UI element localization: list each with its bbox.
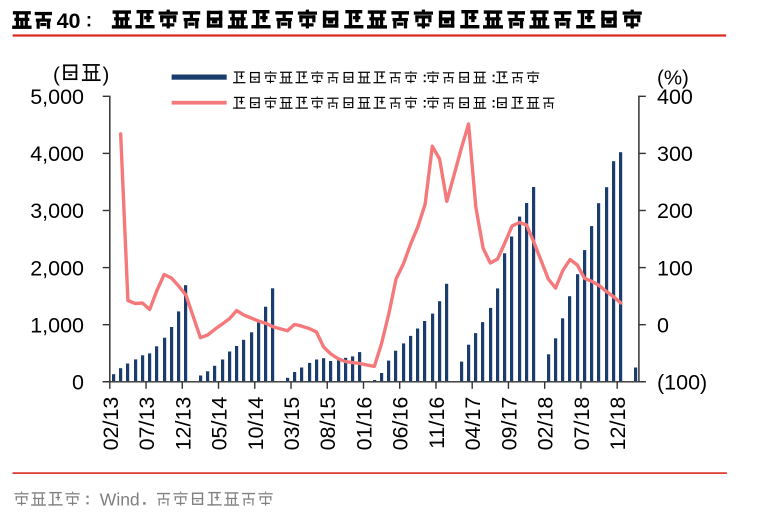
svg-text:0: 0 bbox=[657, 313, 669, 337]
svg-text:): ) bbox=[103, 64, 110, 87]
svg-text:5,000: 5,000 bbox=[30, 85, 84, 109]
svg-text:10/14: 10/14 bbox=[244, 397, 268, 451]
svg-text:(: ( bbox=[53, 64, 60, 87]
svg-text:(%): (%) bbox=[657, 67, 689, 90]
svg-text:02/18: 02/18 bbox=[534, 397, 558, 451]
svg-text:2,000: 2,000 bbox=[30, 256, 84, 280]
svg-text:04/17: 04/17 bbox=[461, 397, 485, 451]
svg-text:100: 100 bbox=[657, 256, 693, 280]
svg-text:11/16: 11/16 bbox=[425, 397, 449, 449]
svg-text:09/17: 09/17 bbox=[497, 397, 521, 451]
svg-text:12/18: 12/18 bbox=[606, 397, 630, 451]
svg-text:200: 200 bbox=[657, 199, 693, 223]
svg-text:08/15: 08/15 bbox=[316, 397, 340, 451]
svg-text:05/14: 05/14 bbox=[208, 397, 232, 451]
svg-text:07/18: 07/18 bbox=[570, 397, 594, 451]
svg-text:40: 40 bbox=[57, 9, 81, 33]
svg-text:400: 400 bbox=[657, 85, 693, 109]
svg-text:02/13: 02/13 bbox=[99, 397, 123, 451]
svg-text:300: 300 bbox=[657, 142, 693, 166]
svg-text:12/13: 12/13 bbox=[171, 397, 195, 451]
svg-text:4,000: 4,000 bbox=[30, 142, 84, 166]
svg-text:07/13: 07/13 bbox=[135, 397, 159, 451]
svg-text:(100): (100) bbox=[657, 371, 707, 395]
svg-text:Wind: Wind bbox=[100, 490, 140, 510]
svg-text:01/16: 01/16 bbox=[353, 397, 377, 451]
svg-text:03/15: 03/15 bbox=[280, 397, 304, 451]
svg-text:1,000: 1,000 bbox=[30, 313, 84, 337]
svg-text:3,000: 3,000 bbox=[30, 199, 84, 223]
svg-text:06/16: 06/16 bbox=[389, 397, 413, 451]
svg-text:0: 0 bbox=[72, 371, 84, 395]
